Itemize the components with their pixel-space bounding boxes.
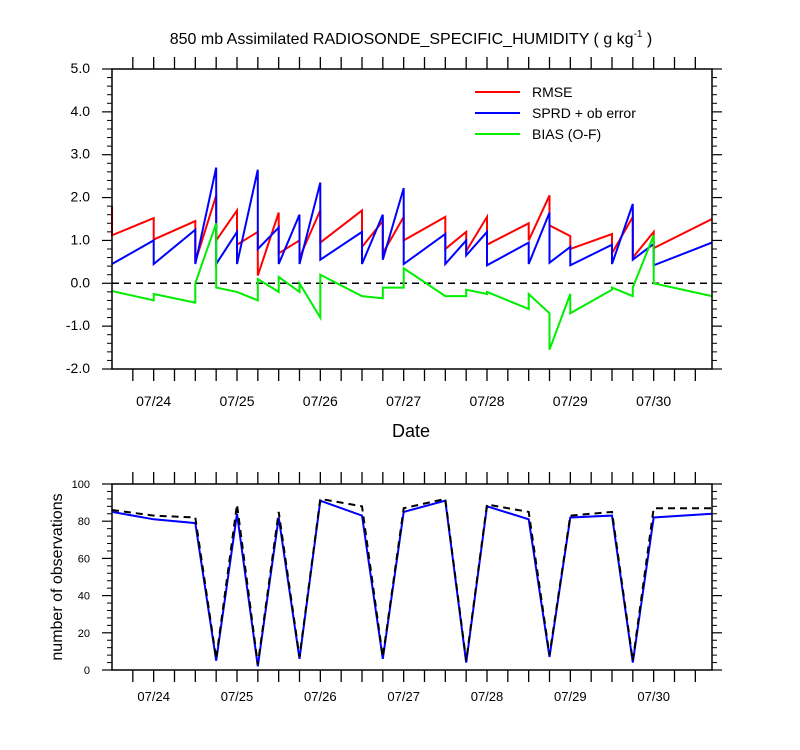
top-plot-frame xyxy=(111,68,713,370)
x-tick-label: 07/30 xyxy=(636,393,671,409)
y-tick-label: 40 xyxy=(78,591,90,603)
x-tick-label: 07/27 xyxy=(386,393,421,409)
y-tick-label: 20 xyxy=(78,628,90,640)
bottom-plot-frame xyxy=(111,483,713,671)
title-superscript: -1 xyxy=(634,29,643,40)
x-tick-label: 07/26 xyxy=(304,689,337,704)
y-tick-label: 80 xyxy=(78,516,90,528)
x-tick-label: 07/26 xyxy=(303,393,338,409)
top-x-axis-label: Date xyxy=(392,421,430,441)
legend-label-1: SPRD + ob error xyxy=(532,105,636,121)
x-tick-label: 07/24 xyxy=(136,393,171,409)
x-tick-label: 07/29 xyxy=(554,689,587,704)
legend: RMSE SPRD + ob error BIAS (O-F) xyxy=(475,84,636,142)
bottom-plot-area: 0 20 40 60 80 100 07/24 07/25 07/26 07/27 07/28 07/… xyxy=(72,472,722,704)
series-line-1 xyxy=(111,167,713,268)
series-line-1 xyxy=(111,497,712,665)
y-tick-label: -1.0 xyxy=(66,317,90,333)
legend-label-2: BIAS (O-F) xyxy=(532,126,601,142)
x-tick-label: 07/28 xyxy=(471,689,504,704)
y-tick-label: 3.0 xyxy=(71,146,91,162)
y-tick-label: 100 xyxy=(72,479,90,491)
y-tick-label: 0.0 xyxy=(71,274,91,290)
x-tick-label: 07/24 xyxy=(137,689,170,704)
x-tick-label: 07/27 xyxy=(387,689,420,704)
chart-title: 850 mb Assimilated RADIOSONDE_SPECIFIC_H… xyxy=(170,29,653,48)
x-tick-label: 07/25 xyxy=(219,393,254,409)
y-tick-label: -2.0 xyxy=(66,360,90,376)
x-tick-label: 07/28 xyxy=(469,393,504,409)
y-tick-label: 60 xyxy=(78,553,90,565)
y-tick-label: 0 xyxy=(84,665,90,677)
x-tick-label: 07/30 xyxy=(637,689,670,704)
series-line-2 xyxy=(111,222,713,351)
top-plot-area: -2.0 -1.0 0.0 1.0 2.0 3.0 4.0 5.0 07/24 07/25 07/2… xyxy=(66,57,722,409)
x-tick-label: 07/25 xyxy=(221,689,254,704)
legend-label-0: RMSE xyxy=(532,84,572,100)
x-tick-label: 07/29 xyxy=(553,393,588,409)
series-line-0 xyxy=(111,499,713,667)
bottom-y-axis-label: number of observations xyxy=(49,493,66,660)
y-tick-label: 2.0 xyxy=(71,189,91,205)
y-tick-label: 5.0 xyxy=(71,60,91,76)
y-tick-label: 1.0 xyxy=(71,231,91,247)
y-tick-label: 4.0 xyxy=(71,103,91,119)
